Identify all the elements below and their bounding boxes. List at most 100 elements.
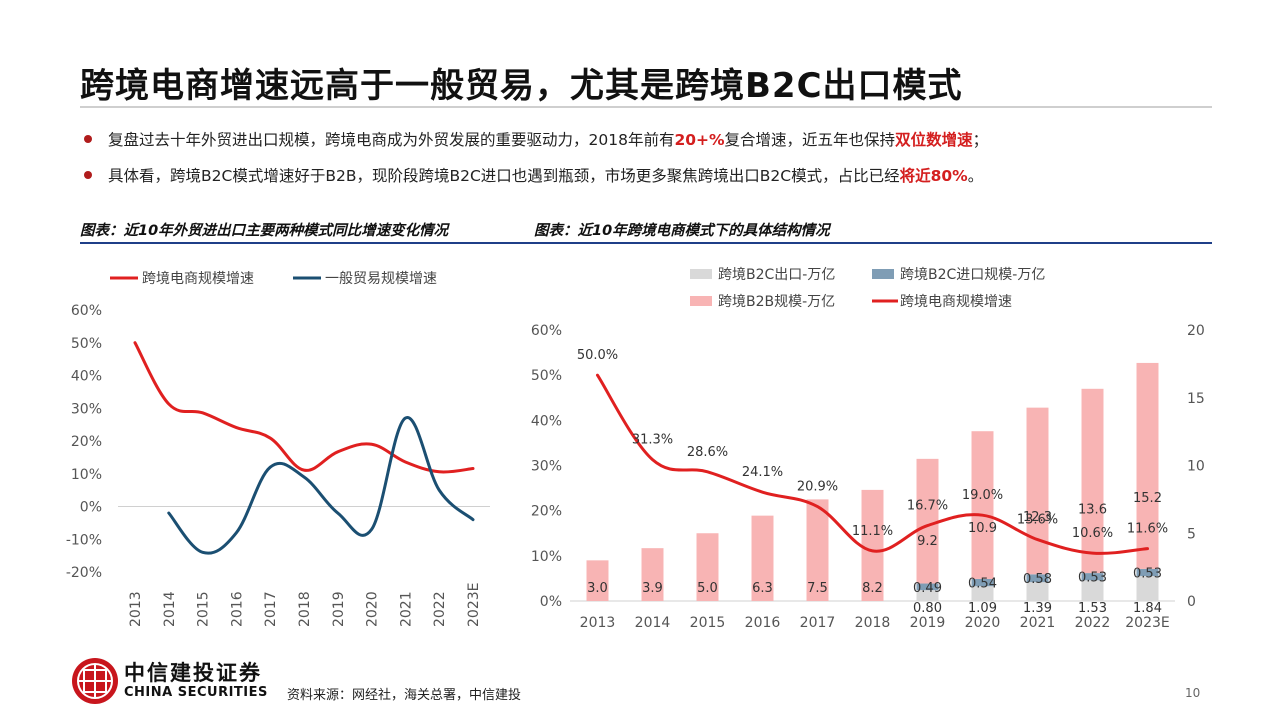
x-tick-label: 2021	[398, 591, 414, 627]
y-tick-label-left: 0%	[540, 594, 562, 610]
series-line-2	[167, 416, 475, 555]
x-tick-label: 2015	[196, 591, 212, 627]
legend-label: 跨境电商规模增速	[900, 294, 1012, 310]
y-tick-label-right: 5	[1187, 526, 1196, 542]
data-label-b2b: 10.9	[968, 521, 997, 536]
data-label-b2c-export: 0.80	[913, 601, 942, 616]
y-tick-label: 30%	[71, 401, 102, 417]
y-tick-label-right: 20	[1187, 323, 1205, 339]
x-tick-label: 2017	[800, 615, 836, 631]
x-tick-label: 2016	[745, 615, 781, 631]
data-label-b2c-import: 0.53	[1078, 571, 1107, 586]
x-tick-label: 2023E	[466, 583, 482, 627]
caption-left: 图表：近10年外贸进出口主要两种模式同比增速变化情况	[80, 223, 449, 239]
data-label-growth: 16.7%	[907, 499, 948, 514]
data-label-b2b: 15.2	[1133, 491, 1162, 506]
x-tick-label: 2020	[965, 615, 1001, 631]
legend-swatch	[690, 269, 712, 279]
bullet-2-pre: 具体看，跨境B2C模式增速好于B2B，现阶段跨境B2C进口也遇到瓶颈，市场更多聚…	[108, 167, 900, 185]
data-label-b2b: 8.2	[862, 581, 883, 596]
y-tick-label: 40%	[71, 369, 102, 385]
legend-label: 一般贸易规模增速	[325, 271, 437, 287]
bar-b2b	[1081, 388, 1104, 574]
growth-line	[596, 373, 1149, 555]
caption-right: 图表：近10年跨境电商模式下的具体结构情况	[534, 223, 830, 239]
x-tick-label: 2014	[635, 615, 671, 631]
legend-label: 跨境B2C进口规模-万亿	[900, 267, 1045, 283]
data-label-growth: 28.6%	[687, 445, 728, 460]
title-divider	[80, 106, 1212, 108]
y-tick-label: -20%	[66, 565, 102, 581]
bar-b2b	[861, 489, 884, 601]
bar-b2c-import	[1026, 574, 1049, 583]
x-tick-label: 2013	[128, 591, 144, 627]
caption-divider	[80, 242, 1212, 244]
data-label-b2b: 6.3	[752, 581, 773, 596]
logo-english-name: CHINA SECURITIES	[124, 685, 268, 700]
bar-b2b	[696, 533, 719, 601]
data-label-b2c-import: 0.53	[1133, 566, 1162, 581]
series-line-1	[133, 341, 475, 474]
bullet-1-post: ；	[972, 131, 989, 149]
x-tick-label: 2022	[432, 591, 448, 627]
bullet-1-mid: 复合增速，近五年也保持	[724, 131, 896, 149]
bar-b2b	[751, 515, 774, 601]
legend-swatch	[690, 296, 712, 306]
bullet-1-pre: 复盘过去十年外贸进出口规模，跨境电商成为外贸发展的重要驱动力，2018年前有	[108, 131, 675, 149]
y-tick-label-left: 20%	[531, 504, 562, 520]
data-label-b2c-export: 1.09	[968, 601, 997, 616]
x-tick-label: 2017	[263, 591, 279, 627]
data-label-growth: 20.9%	[797, 480, 838, 495]
data-label-b2c-import: 0.49	[913, 581, 942, 596]
x-tick-label: 2021	[1020, 615, 1056, 631]
y-tick-label-left: 60%	[531, 323, 562, 339]
y-tick-label: 20%	[71, 434, 102, 450]
bar-b2b	[1136, 362, 1159, 569]
bullet-1-highlight-2: 双位数增速	[895, 131, 973, 149]
page-number: 10	[1185, 686, 1201, 700]
bar-b2c-import	[1136, 568, 1159, 577]
x-tick-label: 2022	[1075, 615, 1111, 631]
y-tick-label-right: 15	[1187, 391, 1205, 407]
bar-b2c-import	[916, 583, 939, 591]
data-label-b2c-import: 0.58	[1023, 572, 1052, 587]
bullet-dot-icon	[84, 134, 92, 143]
y-tick-label: -10%	[66, 532, 102, 548]
legend-swatch	[872, 269, 894, 279]
data-label-growth: 31.3%	[632, 433, 673, 448]
data-label-growth: 10.6%	[1072, 526, 1113, 541]
bar-b2b	[641, 548, 664, 601]
bar-b2c-export	[1081, 580, 1104, 601]
data-label-b2b: 3.9	[642, 581, 663, 596]
bar-b2b	[586, 560, 609, 601]
bar-b2c-export	[916, 590, 939, 601]
bullet-dot-icon	[84, 170, 92, 179]
x-tick-label: 2023E	[1125, 615, 1169, 631]
data-label-growth: 50.0%	[577, 348, 618, 363]
y-tick-label-left: 50%	[531, 368, 562, 384]
bar-b2c-import	[1081, 573, 1104, 581]
china-securities-logo-icon	[72, 658, 118, 704]
x-tick-label: 2019	[910, 615, 946, 631]
data-label-b2b: 12.3	[1023, 510, 1052, 525]
data-label-b2b: 3.0	[587, 581, 608, 596]
x-tick-label: 2015	[690, 615, 726, 631]
x-tick-label: 2020	[365, 591, 381, 627]
x-tick-label: 2014	[162, 591, 178, 627]
page-title: 跨境电商增速远高于一般贸易，尤其是跨境B2C出口模式	[80, 66, 963, 106]
y-tick-label: 0%	[80, 500, 102, 516]
x-tick-label: 2019	[331, 591, 347, 627]
x-tick-label: 2018	[297, 591, 313, 627]
bar-b2b	[806, 499, 829, 601]
x-tick-label: 2013	[580, 615, 616, 631]
legend-label: 跨境B2B规模-万亿	[718, 294, 835, 310]
bar-b2c-import	[971, 578, 994, 587]
logo-chinese-name: 中信建投证券	[124, 661, 262, 685]
data-label-growth: 19.0%	[962, 488, 1003, 503]
growth-line-chart: 跨境电商规模增速 一般贸易规模增速 60% 50% 40% 30% 20% 10% 0% -10%…	[66, 271, 490, 627]
bar-b2b	[1026, 407, 1049, 575]
y-tick-label-left: 40%	[531, 413, 562, 429]
y-tick-label: 50%	[71, 336, 102, 352]
legend-label: 跨境电商规模增速	[142, 271, 254, 287]
